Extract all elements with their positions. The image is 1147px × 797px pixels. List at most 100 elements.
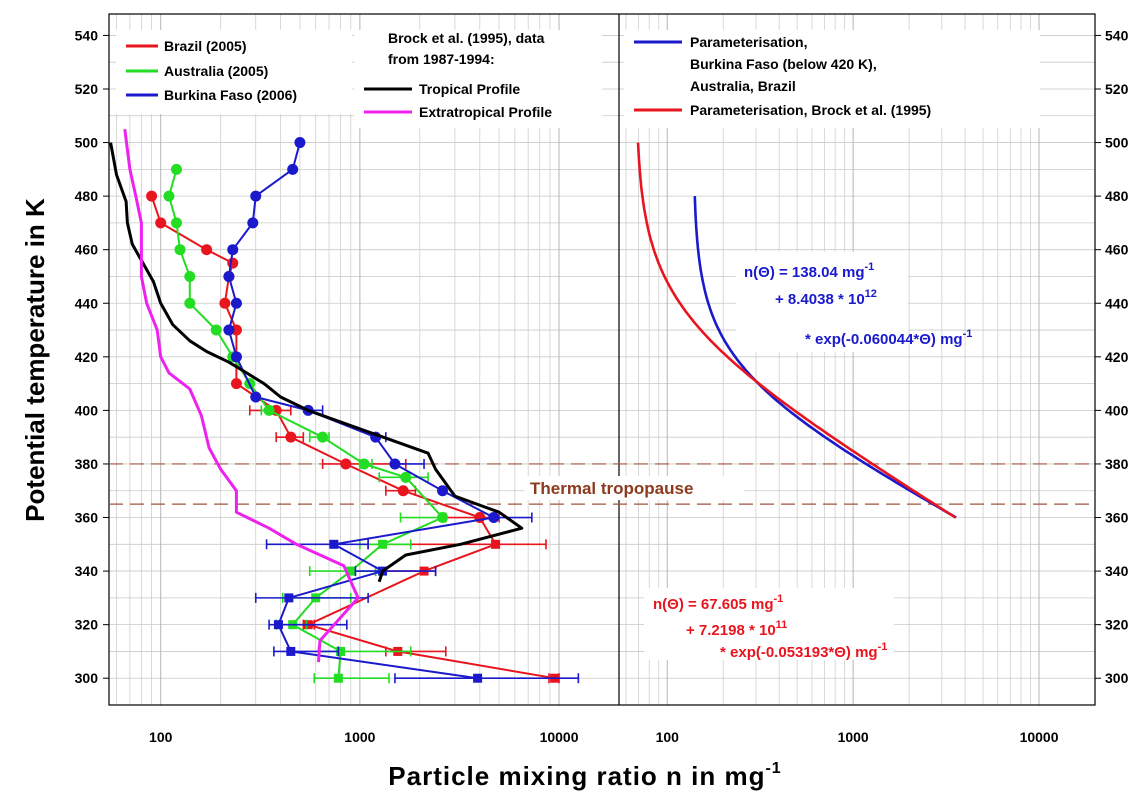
legend-middle: Brock et al. (1995), data from 1987-1994… [354, 30, 602, 128]
y-tick-label-left: 440 [75, 295, 99, 311]
data-point-burkina [250, 391, 262, 403]
data-point-brazil [146, 190, 158, 202]
data-point-australia [346, 566, 356, 576]
plot-frame [108, 13, 1096, 706]
data-point-brazil [340, 458, 352, 470]
y-tick-label-right: 540 [1105, 27, 1129, 43]
data-point-australia [437, 512, 449, 524]
parameterisation-curves [636, 142, 957, 519]
data-point-burkina [473, 673, 483, 683]
x-axis-label: Particle mixing ratio n in mg-1 [388, 760, 781, 791]
x-tick-label: 1000 [838, 729, 869, 745]
data-point-burkina [488, 512, 500, 524]
data-point-burkina [230, 351, 242, 363]
data-point-burkina [437, 485, 449, 497]
data-point-australia [184, 270, 196, 282]
legend-label-burkina: Burkina Faso (2006) [164, 87, 297, 103]
data-point-australia [174, 244, 186, 256]
data-point-burkina [329, 539, 339, 549]
legend-label-extratropical: Extratropical Profile [419, 104, 552, 120]
equation-blue-line2: + 8.4038 * 1012 [775, 288, 877, 308]
data-point-australia [333, 673, 343, 683]
data-point-brazil [491, 539, 501, 549]
data-point-australia [263, 404, 275, 416]
data-point-brazil [227, 257, 239, 269]
y-tick-label-right: 400 [1105, 402, 1129, 418]
tick-labels: 300 300 320 320 340 340 360 360 380 380 400 400 420 4… [75, 27, 1129, 745]
x-tick-label: 10000 [1020, 729, 1059, 745]
data-point-burkina [284, 593, 294, 603]
data-point-australia [336, 646, 346, 656]
equation-red-line3: * exp(-0.053193*Θ) mg-1 [720, 641, 887, 661]
data-point-burkina [223, 270, 235, 282]
legend-right: Parameterisation, Burkina Faso (below 42… [624, 30, 1040, 128]
y-tick-label-right: 300 [1105, 670, 1129, 686]
data-point-australia [400, 471, 412, 483]
data-point-burkina [250, 190, 262, 202]
y-tick-label-left: 380 [75, 456, 99, 472]
y-tick-label-left: 520 [75, 81, 99, 97]
y-tick-label-right: 380 [1105, 456, 1129, 472]
y-tick-label-right: 360 [1105, 510, 1129, 526]
data-point-brazil [285, 431, 297, 443]
data-point-australia [358, 458, 370, 470]
y-tick-label-left: 340 [75, 563, 99, 579]
y-tick-label-left: 420 [75, 349, 99, 365]
y-tick-label-left: 300 [75, 670, 99, 686]
data-point-burkina [223, 324, 235, 336]
series-line-extratropical [123, 129, 360, 663]
legend-label-brazil: Brazil (2005) [164, 38, 246, 54]
equation-red: n(Θ) = 67.605 mg-1 + 7.2198 * 1011 * exp… [644, 588, 894, 661]
data-point-australia [163, 190, 175, 202]
data-point-australia [170, 163, 182, 175]
equation-red-line2: + 7.2198 * 1011 [686, 619, 787, 639]
data-point-australia [317, 431, 329, 443]
data-point-brazil [230, 378, 242, 390]
y-tick-label-right: 520 [1105, 81, 1129, 97]
data-point-burkina [294, 137, 306, 149]
data-point-australia [170, 217, 182, 229]
data-point-brazil [230, 324, 242, 336]
data-point-brazil [201, 244, 213, 256]
legend-label-param-red: Parameterisation, Brock et al. (1995) [690, 102, 931, 118]
data-point-brazil [397, 485, 409, 497]
legend-header-line2: from 1987-1994: [388, 51, 495, 67]
data-point-burkina [286, 646, 296, 656]
legend-label-australia: Australia (2005) [164, 63, 268, 79]
series-tropical [109, 142, 524, 583]
y-tick-label-right: 500 [1105, 135, 1129, 151]
legend-label-tropical: Tropical Profile [419, 81, 520, 97]
legend-label-param-blue-2: Burkina Faso (below 420 K), [690, 56, 877, 72]
y-tick-label-left: 400 [75, 402, 99, 418]
x-tick-label: 1000 [344, 729, 375, 745]
legend-label-param-blue-1: Parameterisation, [690, 34, 808, 50]
y-tick-label-right: 480 [1105, 188, 1129, 204]
series-australia [163, 163, 449, 684]
data-point-australia [210, 324, 222, 336]
series-line-tropical [109, 142, 524, 583]
equation-red-line1: n(Θ) = 67.605 mg-1 [653, 593, 783, 613]
data-point-australia [378, 539, 388, 549]
data-point-burkina [389, 458, 401, 470]
legend-label-param-blue-3: Australia, Brazil [690, 78, 796, 94]
data-point-brazil [219, 297, 231, 309]
y-tick-label-left: 480 [75, 188, 99, 204]
y-tick-label-left: 360 [75, 510, 99, 526]
legend-left: Brazil (2005) Australia (2005) Burkina F… [116, 30, 352, 114]
data-point-burkina [287, 163, 299, 175]
series-extratropical [123, 129, 360, 663]
data-point-burkina [227, 244, 239, 256]
y-tick-label-left: 460 [75, 242, 99, 258]
legend-header-line1: Brock et al. (1995), data [388, 30, 545, 46]
equation-blue: n(Θ) = 138.04 mg-1 + 8.4038 * 1012 * exp… [736, 252, 972, 352]
y-tick-label-left: 500 [75, 135, 99, 151]
data-point-burkina [273, 620, 283, 630]
y-tick-label-right: 420 [1105, 349, 1129, 365]
y-tick-label-right: 440 [1105, 295, 1129, 311]
y-tick-label-right: 340 [1105, 563, 1129, 579]
x-tick-label: 100 [656, 729, 680, 745]
y-tick-label-left: 540 [75, 27, 99, 43]
data-series [109, 129, 580, 684]
y-tick-label-right: 460 [1105, 242, 1129, 258]
